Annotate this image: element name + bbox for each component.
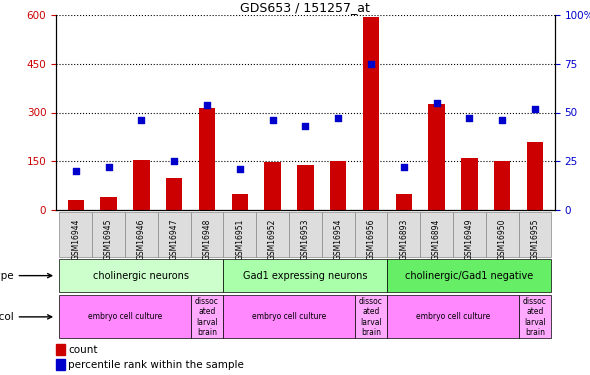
Text: GSM16893: GSM16893 bbox=[399, 219, 408, 260]
Bar bbox=[60, 260, 224, 292]
Bar bbox=[486, 212, 519, 257]
Text: GSM16955: GSM16955 bbox=[530, 219, 539, 260]
Bar bbox=[527, 142, 543, 210]
Point bbox=[137, 117, 146, 123]
Point bbox=[202, 102, 212, 108]
Bar bbox=[494, 161, 510, 210]
Text: embryo cell culture: embryo cell culture bbox=[252, 312, 326, 321]
Text: GSM16944: GSM16944 bbox=[71, 219, 80, 260]
Bar bbox=[428, 104, 445, 210]
Bar bbox=[224, 295, 355, 339]
Point bbox=[432, 100, 441, 106]
Text: count: count bbox=[68, 345, 98, 355]
Text: GSM16951: GSM16951 bbox=[235, 219, 244, 260]
Bar bbox=[224, 260, 387, 292]
Bar bbox=[231, 194, 248, 210]
Bar bbox=[67, 200, 84, 210]
Bar bbox=[519, 295, 551, 339]
Bar bbox=[355, 212, 387, 257]
Point bbox=[104, 164, 113, 170]
Text: GSM16945: GSM16945 bbox=[104, 219, 113, 260]
Text: percentile rank within the sample: percentile rank within the sample bbox=[68, 360, 244, 370]
Point bbox=[71, 168, 80, 174]
Text: GSM16952: GSM16952 bbox=[268, 219, 277, 260]
Text: protocol: protocol bbox=[0, 312, 52, 322]
Text: dissoc
ated
larval
brain: dissoc ated larval brain bbox=[523, 297, 547, 337]
Bar bbox=[191, 295, 224, 339]
Text: dissoc
ated
larval
brain: dissoc ated larval brain bbox=[359, 297, 383, 337]
Bar bbox=[453, 212, 486, 257]
Bar bbox=[330, 161, 346, 210]
Point bbox=[333, 116, 343, 122]
Bar bbox=[387, 212, 420, 257]
Bar bbox=[133, 160, 149, 210]
Point bbox=[235, 166, 244, 172]
Bar bbox=[387, 295, 519, 339]
Bar bbox=[355, 295, 387, 339]
Bar bbox=[420, 212, 453, 257]
Bar bbox=[461, 158, 477, 210]
Bar bbox=[519, 212, 551, 257]
Text: GSM16956: GSM16956 bbox=[366, 219, 375, 260]
Text: GSM16950: GSM16950 bbox=[497, 219, 507, 260]
Bar bbox=[60, 295, 191, 339]
Point bbox=[366, 61, 376, 67]
Text: GSM16947: GSM16947 bbox=[170, 219, 179, 260]
Text: Gad1 expressing neurons: Gad1 expressing neurons bbox=[243, 271, 368, 280]
Text: embryo cell culture: embryo cell culture bbox=[88, 312, 162, 321]
Text: dissoc
ated
larval
brain: dissoc ated larval brain bbox=[195, 297, 219, 337]
Bar bbox=[322, 212, 355, 257]
Bar bbox=[256, 212, 289, 257]
Bar bbox=[60, 212, 92, 257]
Bar bbox=[289, 212, 322, 257]
Bar bbox=[56, 344, 65, 355]
Point bbox=[497, 117, 507, 123]
Text: GSM16949: GSM16949 bbox=[465, 219, 474, 260]
Text: cholinergic neurons: cholinergic neurons bbox=[93, 271, 189, 280]
Bar bbox=[387, 260, 551, 292]
Point bbox=[300, 123, 310, 129]
Bar bbox=[158, 212, 191, 257]
Bar bbox=[92, 212, 125, 257]
Bar bbox=[224, 212, 256, 257]
Bar bbox=[264, 162, 281, 210]
Bar bbox=[199, 108, 215, 210]
Point bbox=[399, 164, 408, 170]
Bar bbox=[297, 165, 313, 210]
Text: GSM16948: GSM16948 bbox=[202, 219, 211, 260]
Bar bbox=[125, 212, 158, 257]
Text: cholinergic/Gad1 negative: cholinergic/Gad1 negative bbox=[405, 271, 533, 280]
Bar bbox=[363, 16, 379, 210]
Point bbox=[268, 117, 277, 123]
Point bbox=[530, 106, 540, 112]
Bar bbox=[191, 212, 224, 257]
Text: GSM16954: GSM16954 bbox=[333, 219, 343, 260]
Text: GSM16953: GSM16953 bbox=[301, 219, 310, 260]
Text: cell type: cell type bbox=[0, 271, 52, 280]
Bar bbox=[56, 359, 65, 370]
Bar bbox=[166, 177, 182, 210]
Point bbox=[169, 158, 179, 164]
Text: GSM16894: GSM16894 bbox=[432, 219, 441, 260]
Point bbox=[464, 116, 474, 122]
Text: embryo cell culture: embryo cell culture bbox=[416, 312, 490, 321]
Bar bbox=[100, 197, 117, 210]
Bar bbox=[395, 194, 412, 210]
Text: GSM16946: GSM16946 bbox=[137, 219, 146, 260]
Title: GDS653 / 151257_at: GDS653 / 151257_at bbox=[240, 1, 371, 14]
